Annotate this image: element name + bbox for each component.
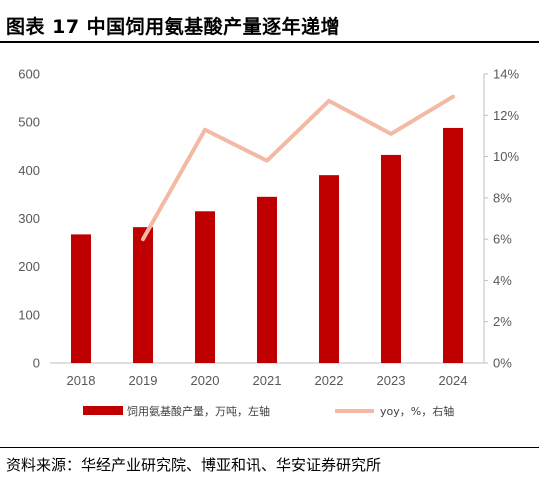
left-axis-tick-label: 400 <box>18 163 40 178</box>
bar <box>133 227 153 363</box>
left-axis-tick-label: 300 <box>18 211 40 226</box>
bar <box>443 127 463 364</box>
bar <box>71 234 91 363</box>
yoy-line <box>141 94 455 242</box>
left-axis-tick-label: 200 <box>18 259 40 274</box>
left-axis-labels: 0 100 200 300 400 500 600 <box>18 67 40 371</box>
bar <box>319 175 339 363</box>
source-note: 资料来源：华经产业研究院、博亚和讯、华安证券研究所 <box>6 456 382 474</box>
bar <box>257 196 277 363</box>
left-axis-tick-label: 0 <box>33 356 40 371</box>
right-axis-labels: 0% 2% 4% 6% 8% 10% 12% 14% <box>484 67 519 371</box>
title-divider <box>0 41 539 43</box>
bar <box>195 211 215 363</box>
left-axis-tick-label: 500 <box>18 115 40 130</box>
right-axis-tick-label: 12% <box>493 108 519 123</box>
x-axis-tick-label: 2024 <box>439 373 468 388</box>
right-axis-tick-label: 2% <box>493 314 512 329</box>
x-axis-tick-label: 2019 <box>129 373 158 388</box>
right-axis-tick-label: 6% <box>493 232 512 247</box>
right-axis-tick-label: 8% <box>493 190 512 205</box>
line-series <box>141 94 455 242</box>
x-axis-tick-label: 2022 <box>315 373 344 388</box>
bar <box>381 154 401 363</box>
legend: 饲用氨基酸产量，万吨，左轴 yoy，%，右轴 <box>83 404 454 418</box>
left-axis-tick-label: 600 <box>18 67 40 82</box>
legend-label-line: yoy，%，右轴 <box>380 404 454 418</box>
right-axis-tick-label: 0% <box>493 356 512 371</box>
x-axis-tick-label: 2018 <box>67 373 96 388</box>
source-divider <box>0 447 539 448</box>
right-axis-tick-label: 4% <box>493 273 512 288</box>
figure-title: 图表 17 中国饲用氨基酸产量逐年递增 <box>6 16 341 38</box>
right-axis-tick-label: 14% <box>493 67 519 82</box>
legend-swatch-bar <box>83 406 123 415</box>
x-axis-tick-label: 2020 <box>191 373 220 388</box>
x-axis-tick-label: 2023 <box>377 373 406 388</box>
right-axis-tick-label: 10% <box>493 149 519 164</box>
legend-label-bar: 饲用氨基酸产量，万吨，左轴 <box>127 404 270 418</box>
left-axis-tick-label: 100 <box>18 307 40 322</box>
x-axis-labels: 2018 2019 2020 2021 2022 2023 2024 <box>67 373 468 388</box>
bar-series <box>71 127 463 364</box>
x-axis-tick-label: 2021 <box>253 373 282 388</box>
